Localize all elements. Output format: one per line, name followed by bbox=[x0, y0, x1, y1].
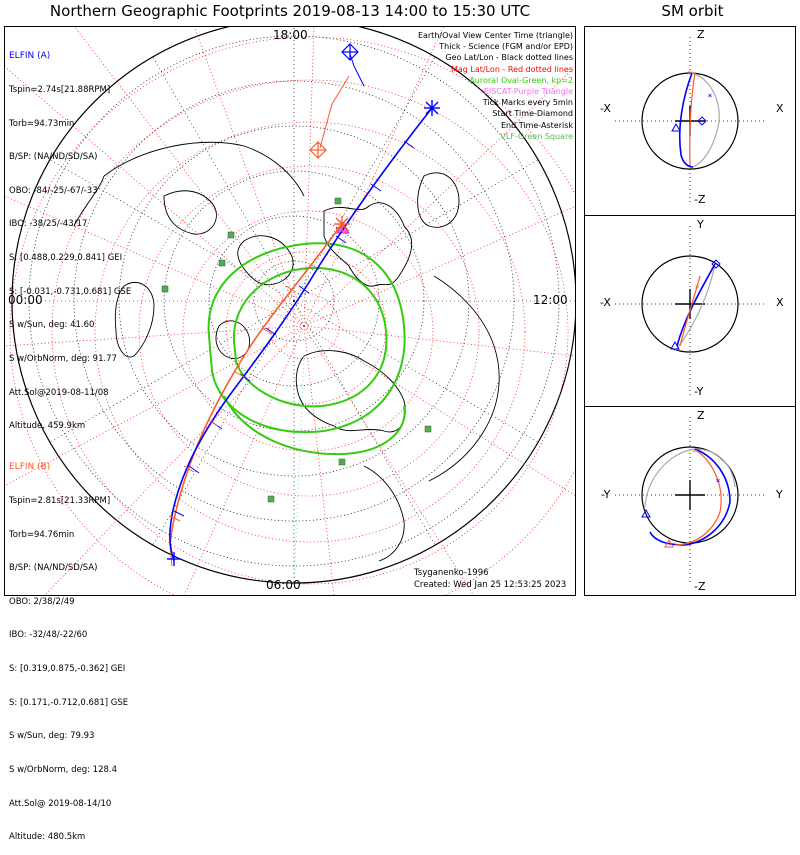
sm1-bottom-label: -Z bbox=[694, 193, 706, 206]
elfin-a-line: OBO: -84/-25/-67/-33 bbox=[9, 185, 98, 196]
elfin-b-line: Torb=94.76min bbox=[9, 529, 75, 540]
sm3-left-label: -Y bbox=[601, 488, 611, 501]
elfin-a-start-diamond bbox=[341, 43, 359, 61]
sm-panel-yz: * * bbox=[584, 406, 796, 596]
legend: Earth/Oval View Center Time (triangle) T… bbox=[418, 30, 573, 142]
elfin-b-line: B/SP: (NA/ND/SD/SA) bbox=[9, 563, 98, 574]
elfin-a-line: Torb=94.73min bbox=[9, 118, 75, 129]
legend-item: VLF-Green Square bbox=[500, 131, 573, 141]
elfin-a-line: Altitude, 459.9km bbox=[9, 421, 86, 432]
elfin-b-line: OBO: 2/38/2/49 bbox=[9, 596, 75, 607]
svg-text:*: * bbox=[688, 70, 693, 80]
elfin-a-line: IBO: -38/25/-43/17 bbox=[9, 219, 88, 230]
sm2-left-label: -X bbox=[600, 296, 611, 309]
time-label-right: 12:00 bbox=[533, 293, 568, 307]
legend-item: Mag Lat/Lon - Red dotted lines bbox=[450, 64, 573, 74]
tick-marks-b bbox=[169, 285, 297, 522]
elfin-a-line: S: [-0.031,-0.731,0.681] GSE bbox=[9, 286, 132, 297]
view-center-line bbox=[293, 355, 305, 582]
elfin-b-info: ELFIN (B) Tspin=2.81s[21.33RPM] Torb=94.… bbox=[9, 440, 128, 855]
elfin-a-line: S w/Sun, deg: 41.60 bbox=[9, 320, 95, 331]
sm2-top-label: Y bbox=[697, 218, 704, 231]
legend-item: EISCAT-Purple Triangle bbox=[483, 87, 573, 97]
elfin-b-end-asterisk bbox=[334, 216, 350, 232]
elfin-a-line: Tspin=2.74s[21.88RPM] bbox=[9, 85, 111, 96]
time-label-top: 18:00 bbox=[273, 28, 308, 42]
elfin-a-line: S w/OrbNorm, deg: 91.77 bbox=[9, 353, 118, 364]
coastlines bbox=[73, 141, 500, 562]
elfin-a-line: B/SP: (NA/ND/SD/SA) bbox=[9, 152, 98, 163]
elfin-b-start-diamond bbox=[309, 141, 327, 159]
elfin-a-info: ELFIN (A) Tspin=2.74s[21.88RPM] Torb=94.… bbox=[9, 29, 131, 444]
tick-marks bbox=[173, 140, 415, 517]
sm-panel-xz: * * bbox=[584, 26, 796, 216]
elfin-a-end-asterisk bbox=[167, 100, 440, 566]
elfin-b-name: ELFIN (B) bbox=[9, 462, 51, 473]
sm3-top-label: Z bbox=[697, 409, 705, 422]
legend-item: Thick - Science (FGM and/or EPD) bbox=[439, 42, 573, 52]
geo-lon-grid bbox=[12, 27, 575, 583]
sm2-bottom-label: -Y bbox=[694, 385, 704, 398]
svg-text:*: * bbox=[708, 93, 713, 103]
sm1-right-label: X bbox=[776, 102, 784, 115]
footprint-map bbox=[5, 27, 575, 595]
legend-item: Tick Marks every 5min bbox=[482, 98, 573, 108]
time-label-left: 00:00 bbox=[8, 293, 43, 307]
elfin-b-line: S w/OrbNorm, deg: 128.4 bbox=[9, 764, 118, 775]
elfin-b-line: Att.Sol@ 2019-08-14/10 bbox=[9, 798, 112, 809]
svg-text:*: * bbox=[693, 448, 698, 458]
sm-plot-xz: * * bbox=[615, 37, 765, 205]
sm2-right-label: X bbox=[776, 296, 784, 309]
legend-item: End Time-Asterisk bbox=[500, 120, 573, 130]
model-credit: Tsyganenko-1996 bbox=[414, 568, 489, 578]
svg-text:*: * bbox=[695, 284, 700, 294]
elfin-a-line: S: [0.488,0.229,0.841] GEI bbox=[9, 253, 123, 264]
elfin-b-line: Altitude: 480.5km bbox=[9, 832, 86, 843]
sm-plot-yz: * * bbox=[615, 417, 765, 585]
vlf-stations bbox=[161, 197, 432, 503]
elfin-b-line: S w/Sun, deg: 79.93 bbox=[9, 731, 95, 742]
legend-item: Geo Lat/Lon - Black dotted lines bbox=[445, 53, 573, 63]
elfin-b-line: IBO: -32/48/-22/60 bbox=[9, 630, 88, 641]
elfin-a-name: ELFIN (A) bbox=[9, 51, 51, 62]
page-title: Northern Geographic Footprints 2019-08-1… bbox=[49, 2, 531, 20]
sm1-left-label: -X bbox=[600, 102, 611, 115]
auroral-oval bbox=[207, 242, 406, 456]
legend-item: Earth/Oval View Center Time (triangle) bbox=[417, 31, 573, 40]
sm-orbit-title: SM orbit bbox=[661, 2, 724, 20]
sm1-top-label: Z bbox=[697, 28, 705, 41]
sm3-right-label: Y bbox=[776, 488, 783, 501]
sm-plot-xy: * bbox=[615, 226, 765, 396]
svg-text:*: * bbox=[716, 478, 721, 488]
elfin-b-line: S: [0.319,0.875,-0.362] GEI bbox=[9, 664, 126, 675]
time-label-bottom: 06:00 bbox=[266, 578, 301, 592]
sm-panel-xy: * bbox=[584, 215, 796, 407]
created-timestamp: Created: Wed Jan 25 12:53:25 2023 bbox=[414, 580, 567, 590]
elfin-a-line: Att.Sol@2019-08-11/08 bbox=[9, 387, 109, 398]
sm3-bottom-label: -Z bbox=[694, 580, 706, 593]
elfin-b-line: Tspin=2.81s[21.33RPM] bbox=[9, 496, 111, 507]
legend-item: Start Time-Diamond bbox=[492, 109, 573, 119]
elfin-b-line: S: [0.171,-0.712,0.681] GSE bbox=[9, 697, 129, 708]
legend-item: Auroral Oval-Green, kp=2 bbox=[469, 75, 573, 85]
footprint-map-frame bbox=[4, 26, 576, 596]
